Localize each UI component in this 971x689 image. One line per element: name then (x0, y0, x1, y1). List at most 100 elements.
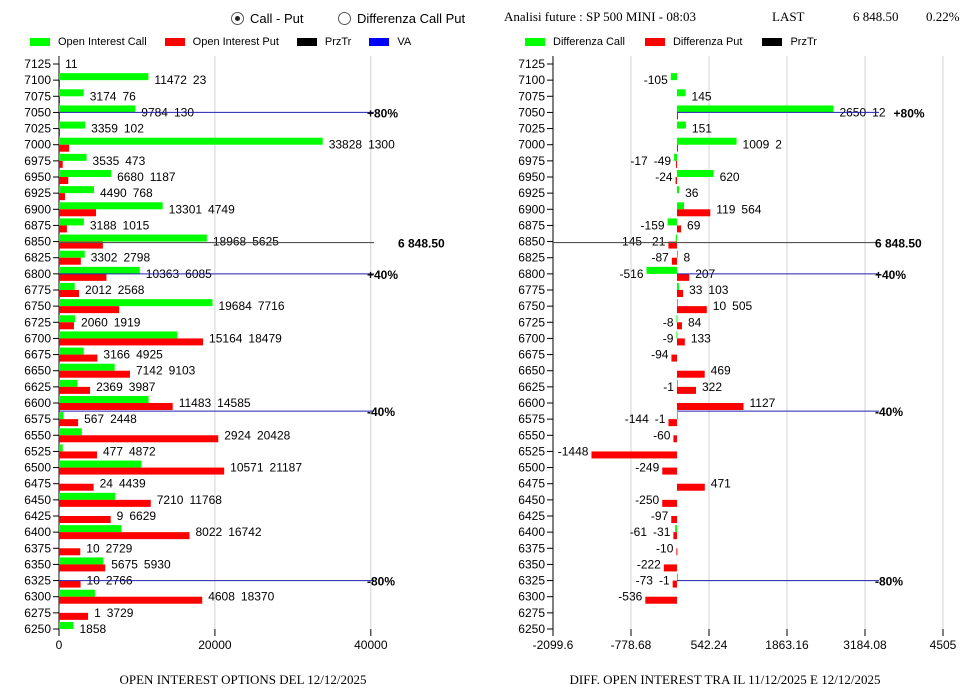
call-value-label: 2012 (85, 283, 112, 297)
put-bar (671, 354, 677, 362)
call-bar (59, 218, 84, 226)
put-bar (676, 225, 682, 233)
x-tick-label: 0 (56, 638, 63, 652)
call-value-label: 7210 (157, 493, 184, 507)
call-bar (646, 266, 677, 274)
y-tick-label: 6650 (518, 364, 545, 378)
put-bar (59, 419, 79, 427)
y-tick-label: 6550 (518, 428, 545, 442)
call-bar (59, 605, 60, 613)
call-bar (59, 444, 63, 452)
put-value-label: -60 (653, 428, 671, 442)
put-bar (59, 370, 130, 378)
put-value-label: 564 (741, 202, 761, 216)
put-value-label: 471 (711, 477, 731, 491)
call-bar (674, 153, 677, 161)
call-bar (59, 57, 60, 64)
put-value-label: 1919 (114, 315, 141, 329)
x-tick-label: 20000 (198, 638, 232, 652)
y-tick-label: 6625 (518, 380, 545, 394)
call-value-label: 567 (84, 412, 104, 426)
y-tick-label: 6500 (518, 461, 545, 475)
call-bar (676, 170, 714, 177)
y-tick-label: 6675 (518, 348, 545, 362)
put-value-label: -222 (637, 557, 661, 571)
put-value-label: 7716 (258, 299, 285, 313)
put-bar (59, 80, 60, 88)
radio-differenza-call-put[interactable]: Differenza Call Put (338, 11, 465, 26)
put-value-label: 9103 (169, 364, 196, 378)
put-value-label: 23 (193, 73, 207, 87)
put-bar (671, 516, 677, 523)
put-bar (676, 306, 707, 314)
y-tick-label: 6875 (518, 218, 545, 232)
put-value-label: -87 (651, 251, 669, 265)
va-line-label: -80% (367, 575, 395, 589)
put-bar (676, 338, 685, 346)
call-value-label: 3188 (90, 218, 117, 232)
call-value-label: 477 (103, 444, 123, 458)
put-value-label: 18370 (241, 590, 275, 604)
va-line-label: +40% (367, 268, 398, 282)
y-tick-label: 6525 (518, 444, 545, 458)
call-bar (676, 89, 686, 97)
put-value-label: 4749 (208, 202, 235, 216)
x-tick-label: 3184.08 (843, 638, 887, 652)
put-value-label: 2448 (110, 412, 137, 426)
y-tick-label: 6425 (24, 509, 51, 523)
put-bar (59, 338, 204, 346)
radio-selected-icon (231, 12, 244, 25)
left-chart-title: OPEN INTEREST OPTIONS DEL 12/12/2025 (119, 672, 367, 687)
call-bar (59, 622, 74, 629)
call-value-label: 9 (117, 509, 124, 523)
put-value-label: -145 (618, 235, 642, 249)
y-tick-label: 6975 (518, 154, 545, 168)
put-bar (59, 209, 97, 217)
put-bar (59, 596, 203, 604)
y-tick-label: 7000 (518, 138, 545, 152)
call-bar (59, 234, 207, 242)
legend-label: Open Interest Call (58, 36, 147, 48)
y-tick-label: 6900 (518, 202, 545, 216)
y-tick-label: 6475 (518, 477, 545, 491)
y-tick-label: 6625 (24, 380, 51, 394)
put-bar (59, 386, 91, 394)
y-tick-label: 6950 (24, 170, 51, 184)
call-bar (59, 557, 104, 565)
price-line-label: 6 848.50 (398, 237, 445, 251)
call-value-label: 11472 (154, 73, 187, 87)
legend-left: Open Interest Call Open Interest Put Prz… (30, 36, 411, 48)
call-value-label: 33828 (329, 138, 363, 152)
call-bar (59, 202, 163, 210)
y-tick-label: 6700 (518, 331, 545, 345)
put-value-label: 6629 (129, 509, 156, 523)
call-bar (59, 412, 64, 420)
call-bar (59, 153, 87, 161)
y-tick-label: 6875 (24, 218, 51, 232)
radio-call-put[interactable]: Call - Put (231, 11, 303, 26)
call-value-label: -31 (653, 525, 671, 539)
call-value-label: -9 (663, 331, 674, 345)
call-value-label: -1 (655, 412, 666, 426)
call-value-label: 8022 (196, 525, 223, 539)
put-bar (59, 144, 70, 152)
y-tick-label: 6800 (24, 267, 51, 281)
put-bar (59, 548, 81, 556)
put-bar (59, 612, 89, 620)
call-value-label: 2369 (96, 380, 123, 394)
last-label: LAST (772, 9, 805, 24)
y-tick-label: 7075 (518, 89, 545, 103)
call-bar (59, 379, 78, 387)
call-value-label: 7142 (136, 364, 163, 378)
y-tick-label: 6300 (24, 590, 51, 604)
y-tick-label: 6725 (518, 315, 545, 329)
legend-swatch-put (164, 38, 185, 46)
put-value-label: 4439 (119, 477, 146, 491)
y-tick-label: 7100 (24, 73, 51, 87)
call-value-label: 18968 (213, 235, 247, 249)
va-line-label: -40% (875, 405, 903, 419)
y-tick-label: 6325 (24, 574, 51, 588)
y-tick-label: 6950 (518, 170, 545, 184)
call-value-label: 1858 (79, 622, 106, 636)
legend-swatch-przTr (762, 38, 783, 46)
